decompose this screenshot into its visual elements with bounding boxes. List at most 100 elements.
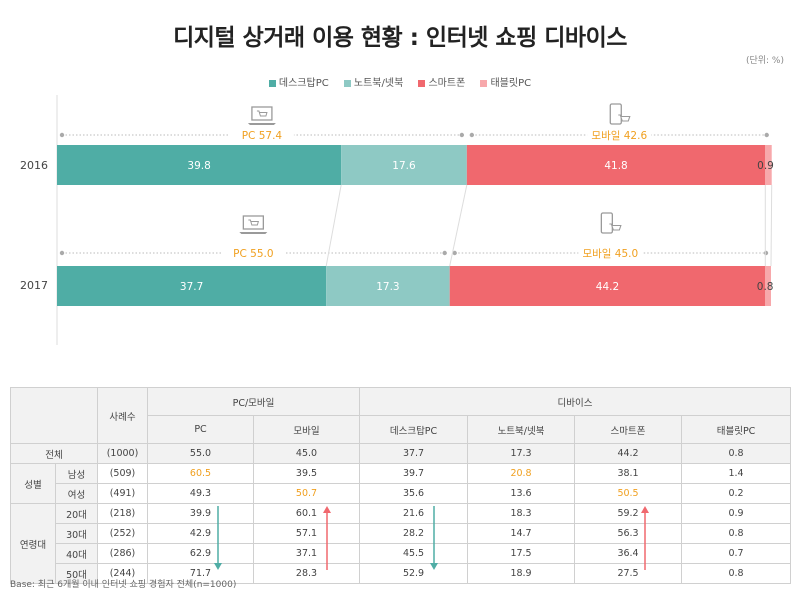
legend-label: 노트북/넷북 bbox=[353, 78, 404, 89]
table-row: 성별 남성 (509) 60.5 39.5 39.7 20.8 38.1 1.4 bbox=[10, 463, 792, 504]
category-label: 2017 bbox=[20, 279, 48, 292]
table-cell: 52.9 bbox=[359, 563, 469, 584]
bar-segment-1 bbox=[326, 266, 450, 306]
pc-share-label: PC 57.4 bbox=[242, 130, 283, 142]
bar-value-label: 0.9 bbox=[757, 160, 774, 172]
table-cell: 18.9 bbox=[467, 563, 576, 584]
table-cell: 62.9 bbox=[147, 543, 254, 564]
header-blank bbox=[10, 387, 98, 444]
legend-item-tablet: 태블릿PC bbox=[480, 74, 531, 89]
table-cell: 44.2 bbox=[574, 443, 683, 464]
table-cell: 37.7 bbox=[359, 443, 469, 464]
table-cell: 55.0 bbox=[147, 443, 254, 464]
bar-segment-2 bbox=[449, 266, 766, 306]
row-sub-label: 30대 bbox=[55, 523, 98, 544]
table-cell: 37.1 bbox=[252, 543, 361, 564]
bar-segment-1 bbox=[341, 145, 467, 185]
table-cell: 14.7 bbox=[467, 523, 576, 544]
table-cell: 39.5 bbox=[252, 463, 361, 484]
bar-value-label: 37.7 bbox=[180, 281, 203, 293]
row-sub-label: 50대 bbox=[55, 563, 98, 584]
table-cell: 0.8 bbox=[681, 523, 792, 544]
sample-size-cell: (252) bbox=[97, 523, 148, 544]
table-row: 전체 (1000) 55.0 45.0 37.7 17.3 44.2 0.8 bbox=[10, 443, 792, 464]
bar-value-label: 41.8 bbox=[604, 160, 627, 172]
table-cell: 50.5 bbox=[574, 483, 683, 504]
table-cell: 49.3 bbox=[147, 483, 254, 504]
bar-segment-3 bbox=[765, 266, 771, 306]
row-group-label: 전체 bbox=[10, 443, 98, 464]
table-cell: 0.2 bbox=[681, 483, 792, 504]
bar-value-label: 17.3 bbox=[376, 281, 399, 293]
column-header: 노트북/넷북 bbox=[467, 415, 576, 444]
row-group-label: 연령대 bbox=[10, 503, 56, 584]
bar-segment-3 bbox=[765, 145, 772, 185]
column-header: 스마트폰 bbox=[574, 415, 683, 444]
table-cell: 38.1 bbox=[574, 463, 683, 484]
table-cell: 45.0 bbox=[252, 443, 361, 464]
table-row: 30대 (252) 42.9 57.1 28.2 14.7 56.3 0.8 bbox=[11, 523, 792, 544]
row-group-label: 성별 bbox=[10, 463, 56, 504]
row-sub-label: 40대 bbox=[55, 543, 98, 564]
row-sub-label: 20대 bbox=[55, 503, 98, 524]
pc-label-bg bbox=[229, 128, 294, 142]
connector-line bbox=[449, 184, 468, 267]
stacked-bar-chart: 2016 39.8 17.6 41.8 0.9 PC 57.4 모바일 42.6 2017 37… bbox=[20, 95, 774, 345]
chart-legend: 데스크탑PC 노트북/넷북 스마트폰 태블릿PC bbox=[0, 74, 800, 89]
phone-cart-icon bbox=[609, 103, 622, 125]
sample-size-cell: (286) bbox=[97, 543, 148, 564]
legend-item-smartphone: 스마트폰 bbox=[418, 74, 465, 89]
breakdown-table: 사례수 PC/모바일 디바이스 PC 모바일 데스크탑PC 노트북/넷북 스마트… bbox=[10, 387, 792, 584]
bar-value-label: 17.6 bbox=[392, 160, 416, 172]
mobile-bracket-dot bbox=[763, 250, 769, 256]
breakdown-table-wrap: 사례수 PC/모바일 디바이스 PC 모바일 데스크탑PC 노트북/넷북 스마트… bbox=[10, 387, 792, 584]
laptop-base-icon bbox=[247, 123, 276, 125]
mobile-label-bg bbox=[578, 246, 643, 260]
bar-segment-2 bbox=[466, 145, 766, 185]
legend-label: 데스크탑PC bbox=[278, 78, 329, 89]
table-row: 40대 (286) 62.9 37.1 45.5 17.5 36.4 0.7 bbox=[11, 543, 792, 564]
table-cell: 13.6 bbox=[467, 483, 576, 504]
table-cell: 39.9 bbox=[147, 503, 254, 524]
pc-bracket-dot bbox=[459, 132, 465, 138]
table-cell: 57.1 bbox=[252, 523, 361, 544]
laptop-cart-icon bbox=[251, 106, 273, 121]
table-cell: 0.9 bbox=[681, 503, 792, 524]
table-cell: 0.7 bbox=[681, 543, 792, 564]
column-header: 데스크탑PC bbox=[359, 415, 469, 444]
mobile-share-label: 모바일 42.6 bbox=[591, 129, 647, 142]
table-cell: 35.6 bbox=[359, 483, 469, 504]
pc-bracket-dot bbox=[59, 250, 65, 256]
table-cell: 56.3 bbox=[574, 523, 683, 544]
cart-icon bbox=[248, 219, 260, 226]
connector-line bbox=[325, 184, 342, 267]
table-cell: 60.5 bbox=[147, 463, 254, 484]
connector-line bbox=[770, 184, 773, 267]
laptop-base-icon bbox=[239, 232, 268, 234]
table-cell: 18.3 bbox=[467, 503, 576, 524]
unit-label: (단위: %) bbox=[745, 56, 784, 66]
cart-icon bbox=[618, 114, 631, 122]
bar-value-label: 0.8 bbox=[757, 281, 774, 293]
bar-segment-0 bbox=[57, 145, 342, 185]
header-sample: 사례수 bbox=[97, 387, 148, 444]
table-cell: 50.7 bbox=[252, 483, 361, 504]
mobile-share-label: 모바일 45.0 bbox=[582, 247, 638, 260]
category-label: 2016 bbox=[20, 159, 48, 172]
table-cell: 0.8 bbox=[681, 443, 792, 464]
legend-label: 스마트폰 bbox=[428, 78, 466, 89]
legend-label: 태블릿PC bbox=[490, 78, 532, 89]
table-body: 전체 (1000) 55.0 45.0 37.7 17.3 44.2 0.8 성별 남성 (509)… bbox=[10, 443, 792, 584]
chart-title: 디지털 상거래 이용 현황 : 인터넷 쇼핑 디바이스 bbox=[173, 25, 627, 51]
laptop-cart-icon bbox=[242, 215, 265, 230]
table-cell: 17.3 bbox=[467, 443, 576, 464]
sample-size-cell: (509) bbox=[97, 463, 148, 484]
row-sub-label: 여성 bbox=[55, 483, 98, 504]
pc-share-label: PC 55.0 bbox=[233, 248, 273, 260]
legend-item-notebook: 노트북/넷북 bbox=[343, 74, 404, 89]
table-cell: 36.4 bbox=[574, 543, 683, 564]
table-row: 연령대 20대 (218) 39.9 60.1 21.6 18.3 59.2 0.9 bbox=[10, 503, 792, 584]
header-pcmobile: PC/모바일 bbox=[146, 387, 361, 416]
table-cell: 1.4 bbox=[681, 463, 792, 484]
mobile-bracket-dot bbox=[452, 250, 457, 256]
